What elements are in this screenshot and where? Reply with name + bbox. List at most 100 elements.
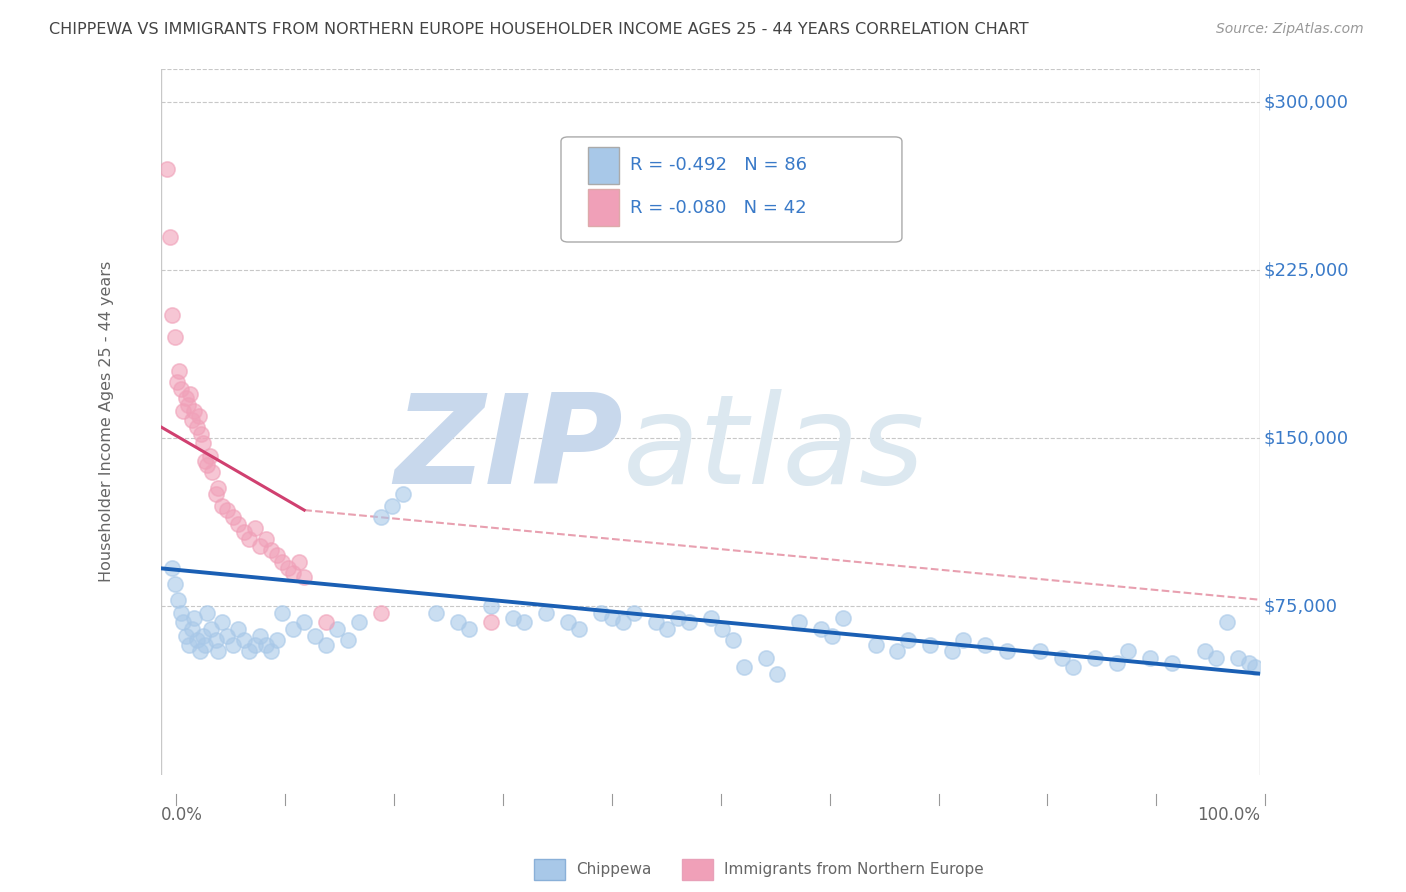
Point: [974, 638, 997, 652]
Point: [810, 622, 832, 636]
Point: [315, 638, 337, 652]
Point: [207, 644, 229, 658]
Point: [995, 644, 1018, 658]
Point: [1084, 651, 1107, 665]
Point: [721, 633, 744, 648]
Text: $150,000: $150,000: [1264, 429, 1348, 448]
Point: [765, 666, 787, 681]
Point: [166, 376, 188, 390]
Point: [170, 382, 193, 396]
Point: [787, 615, 810, 629]
Point: [1062, 660, 1084, 674]
Point: [347, 615, 370, 629]
Point: [941, 644, 963, 658]
Point: [1116, 644, 1139, 658]
Point: [277, 561, 299, 575]
Point: [458, 622, 481, 636]
Point: [163, 577, 186, 591]
Point: [191, 629, 214, 643]
Point: [534, 606, 557, 620]
Point: [1194, 644, 1216, 658]
Point: [162, 308, 184, 322]
Point: [479, 615, 502, 629]
Point: [217, 629, 239, 643]
Point: [177, 398, 200, 412]
Point: [315, 615, 337, 629]
Point: [600, 610, 623, 624]
Point: [568, 622, 591, 636]
Point: [292, 615, 315, 629]
Point: [197, 458, 219, 473]
Point: [181, 622, 204, 636]
Point: [205, 633, 228, 648]
Point: [207, 481, 229, 495]
Point: [283, 566, 305, 580]
Point: [266, 633, 288, 648]
Point: [447, 615, 470, 629]
Point: [260, 644, 283, 658]
Text: ZIP: ZIP: [394, 389, 623, 510]
Point: [612, 615, 634, 629]
Point: [1227, 651, 1250, 665]
Point: [211, 499, 233, 513]
Point: [187, 409, 209, 423]
Point: [177, 638, 200, 652]
Point: [292, 570, 315, 584]
Point: [254, 533, 277, 547]
Point: [479, 599, 502, 614]
Point: [211, 615, 233, 629]
Point: [159, 229, 181, 244]
Point: [271, 606, 294, 620]
Point: [222, 638, 245, 652]
Point: [699, 610, 721, 624]
Text: CHIPPEWA VS IMMIGRANTS FROM NORTHERN EUROPE HOUSEHOLDER INCOME AGES 25 - 44 YEAR: CHIPPEWA VS IMMIGRANTS FROM NORTHERN EUR…: [49, 22, 1029, 37]
Text: $225,000: $225,000: [1264, 261, 1348, 279]
Point: [304, 629, 326, 643]
Point: [166, 592, 188, 607]
Point: [190, 426, 212, 441]
Point: [920, 638, 942, 652]
Point: [287, 555, 309, 569]
Point: [1237, 656, 1260, 670]
Point: [326, 622, 349, 636]
Text: Householder Income Ages 25 - 44 years: Householder Income Ages 25 - 44 years: [98, 261, 114, 582]
Point: [198, 450, 221, 464]
Point: [194, 638, 217, 652]
Point: [733, 660, 755, 674]
Point: [1161, 656, 1184, 670]
Point: [205, 487, 228, 501]
Point: [370, 606, 392, 620]
Text: 0.0%: 0.0%: [162, 806, 204, 824]
Point: [170, 606, 193, 620]
Point: [952, 633, 974, 648]
Point: [666, 610, 689, 624]
Point: [249, 629, 271, 643]
Point: [249, 539, 271, 553]
Point: [337, 633, 360, 648]
Point: [226, 622, 249, 636]
Point: [513, 615, 536, 629]
Point: [370, 509, 392, 524]
Point: [243, 521, 266, 535]
Point: [254, 638, 277, 652]
Point: [266, 548, 288, 562]
Point: [183, 610, 205, 624]
Point: [186, 633, 208, 648]
Point: [678, 615, 700, 629]
Point: [201, 465, 224, 479]
Point: [222, 509, 245, 524]
Point: [820, 629, 842, 643]
Point: [425, 606, 447, 620]
Text: R = -0.492   N = 86: R = -0.492 N = 86: [630, 156, 807, 175]
Point: [181, 413, 204, 427]
Point: [655, 622, 678, 636]
Point: [156, 162, 179, 177]
Point: [831, 610, 853, 624]
Point: [197, 606, 219, 620]
Text: 100.0%: 100.0%: [1197, 806, 1260, 824]
Point: [243, 638, 266, 652]
Point: [271, 555, 294, 569]
Point: [1243, 660, 1265, 674]
Point: [710, 622, 733, 636]
Point: [183, 404, 205, 418]
